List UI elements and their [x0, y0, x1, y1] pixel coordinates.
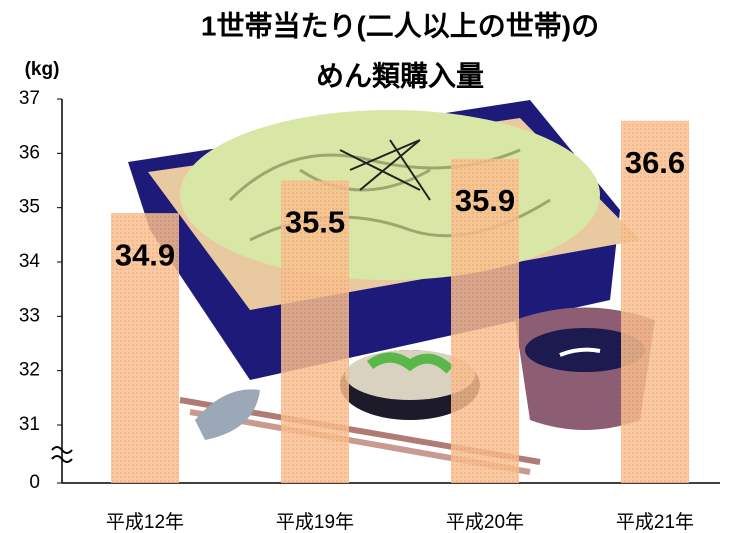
bar: [621, 120, 689, 483]
y-tick-label: 34: [19, 251, 41, 272]
y-tick-label: 36: [19, 142, 40, 163]
bar: [451, 158, 519, 483]
x-tick-label: 平成21年: [616, 511, 694, 533]
data-label: 35.9: [455, 183, 515, 218]
y-tick-label: 32: [19, 360, 40, 381]
data-label: 36.6: [625, 145, 685, 180]
y-tick-label: 33: [19, 305, 40, 326]
x-tick-label: 平成12年: [106, 511, 184, 533]
illustration: [128, 100, 655, 475]
y-tick-label: 37: [19, 88, 40, 109]
data-label: 34.9: [115, 237, 175, 272]
y-tick-label: 0: [29, 472, 40, 493]
chart-title: めん類購入量: [316, 60, 484, 91]
data-label: 35.5: [285, 205, 345, 240]
x-tick-label: 平成20年: [446, 511, 524, 533]
x-tick-label: 平成19年: [276, 511, 354, 533]
bar: [281, 180, 349, 483]
bar: [111, 213, 179, 483]
axis-break: [51, 446, 73, 463]
y-tick-label: 31: [19, 414, 40, 435]
y-axis-label: (kg): [25, 59, 60, 80]
y-tick-label: 35: [19, 197, 40, 218]
chart-title: 1世帯当たり(二人以上の世帯)の: [201, 10, 599, 41]
